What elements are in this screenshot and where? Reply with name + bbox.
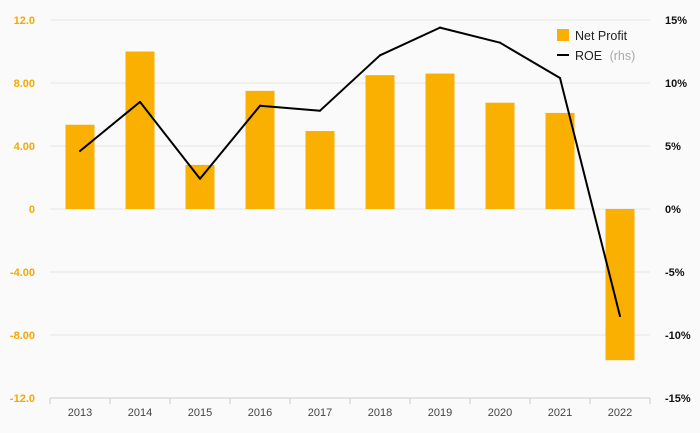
y-left-tick-label: 12.0 (14, 15, 35, 27)
point-roe-2013 (79, 150, 81, 153)
legend-label-roe-name: ROE (575, 49, 602, 63)
point-roe-2016 (259, 104, 261, 107)
x-tick-label: 2022 (608, 407, 632, 419)
bar-series-net-profit (65, 51, 635, 361)
y-right-tick-label: 5% (665, 141, 681, 153)
line-series-roe (79, 26, 621, 318)
x-tick-label: 2016 (248, 407, 272, 419)
x-tick-label: 2013 (68, 407, 92, 419)
legend-label-roe: ROE (rhs) (575, 49, 635, 63)
legend-label-roe-note: (rhs) (610, 49, 636, 63)
point-roe-2014 (139, 100, 141, 103)
bar-net-profit-2020 (485, 102, 515, 209)
y-right-tick-label: 10% (665, 78, 687, 90)
bar-net-profit-2022 (605, 209, 635, 361)
y-right-tick-label: -10% (665, 330, 691, 342)
y-left-tick-label: 4.00 (14, 141, 35, 153)
point-roe-2022 (619, 315, 621, 318)
line-roe (79, 26, 621, 317)
point-roe-2019 (439, 26, 441, 29)
bar-net-profit-2018 (365, 75, 395, 209)
y-right-tick-label: -5% (665, 267, 685, 279)
legend-swatch-net-profit (557, 29, 569, 41)
point-roe-2015 (199, 177, 201, 180)
legend: Net Profit ROE (rhs) (557, 29, 635, 63)
point-roe-2017 (319, 109, 321, 112)
y-axis-left: 12.0 8.00 4.00 0 -4.00 -8.00 -12.0 (10, 15, 35, 405)
y-left-tick-label: -8.00 (10, 330, 35, 342)
bar-net-profit-2013 (65, 124, 95, 209)
y-right-tick-label: 0% (665, 204, 681, 216)
y-left-tick-label: -12.0 (10, 393, 35, 405)
x-tick-label: 2021 (548, 407, 572, 419)
y-right-tick-label: -15% (665, 393, 691, 405)
legend-label-net-profit: Net Profit (575, 29, 628, 43)
y-axis-right: 15% 10% 5% 0% -5% -10% -15% (665, 15, 691, 405)
point-roe-2021 (559, 76, 561, 79)
x-tick-label: 2017 (308, 407, 332, 419)
y-left-tick-label: 8.00 (14, 78, 35, 90)
bar-net-profit-2021 (545, 112, 575, 209)
point-roe-2020 (499, 41, 501, 44)
x-axis: 2013 2014 2015 2016 2017 2018 2019 2020 2021 2022 (49, 397, 651, 419)
y-left-tick-label: -4.00 (10, 267, 35, 279)
x-tick-label: 2020 (488, 407, 512, 419)
point-roe-2018 (379, 54, 381, 57)
x-tick-label: 2014 (128, 407, 152, 419)
x-tick-label: 2019 (428, 407, 452, 419)
x-tick-label: 2018 (368, 407, 392, 419)
bar-net-profit-2019 (425, 73, 455, 209)
x-tick-label: 2015 (188, 407, 212, 419)
bar-net-profit-2016 (245, 90, 275, 209)
bar-net-profit-2014 (125, 51, 155, 209)
bar-net-profit-2017 (305, 131, 335, 209)
y-left-tick-label: 0 (29, 204, 35, 216)
bar-net-profit-2015 (185, 164, 215, 209)
y-right-tick-label: 15% (665, 15, 687, 27)
